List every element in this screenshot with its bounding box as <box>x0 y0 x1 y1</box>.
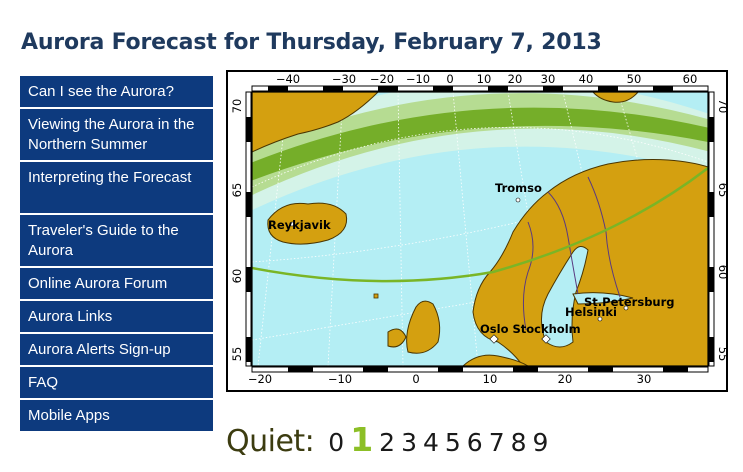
top-tick-label: 50 <box>627 72 642 86</box>
kp-level-3[interactable]: 3 <box>401 428 417 457</box>
map-inner-frame <box>251 91 709 367</box>
kp-level-8[interactable]: 8 <box>510 428 527 457</box>
ireland-land <box>387 328 407 348</box>
helsinki-marker <box>597 316 603 322</box>
kp-level-4[interactable]: 4 <box>422 428 439 457</box>
bottom-tick-label: −20 <box>248 372 272 386</box>
nav-faq[interactable]: FAQ <box>20 367 213 400</box>
greenland-land <box>252 92 379 153</box>
right-tick-label: 55 <box>716 347 726 362</box>
iceland-land <box>267 202 348 245</box>
left-tick-label: 65 <box>230 183 244 198</box>
nav-alerts-signup[interactable]: Aurora Alerts Sign-up <box>20 334 213 367</box>
left-tick-label: 60 <box>230 269 244 284</box>
kp-level-1-current[interactable]: 1 <box>350 420 374 459</box>
baltic-sea <box>541 246 589 348</box>
gulf-of-finland <box>572 292 634 305</box>
right-tick-label: 70 <box>716 99 726 114</box>
left-tick-label: 55 <box>230 347 244 362</box>
faroe-islands <box>373 293 379 299</box>
map-border-ticks <box>245 85 715 373</box>
bottom-tick-label: 10 <box>483 372 498 386</box>
bottom-tick-label: −10 <box>328 372 352 386</box>
kp-level-7[interactable]: 7 <box>488 428 505 457</box>
city-label-st-petersburg: St.Petersburg <box>584 295 675 309</box>
right-tick-label: 65 <box>716 183 726 198</box>
top-tick-label: −20 <box>370 72 394 86</box>
kp-level-5[interactable]: 5 <box>444 428 461 457</box>
aurora-forecast-map: −40 −30 −20 −10 0 10 20 30 40 50 60 −20 … <box>226 70 728 392</box>
city-label-reykjavik: Reykjavik <box>268 218 331 232</box>
nav-can-i-see-aurora[interactable]: Can I see the Aurora? <box>20 76 213 109</box>
reykjavik-marker <box>289 221 295 227</box>
stockholm-marker <box>541 334 551 344</box>
left-tick-label: 70 <box>230 99 244 114</box>
continental-europe-land <box>462 354 529 366</box>
bottom-tick-label: 30 <box>637 372 652 386</box>
city-label-oslo-stockholm: Oslo Stockholm <box>480 322 581 336</box>
kp-level-0[interactable]: 0 <box>328 428 345 457</box>
map-svg: −40 −30 −20 −10 0 10 20 30 40 50 60 −20 … <box>230 72 726 386</box>
top-tick-label: 40 <box>579 72 594 86</box>
aurora-core <box>252 107 708 181</box>
kp-activity-scale: Quiet: 0 1 2 3 4 5 6 7 8 9 <box>226 420 548 459</box>
city-label-helsinki: Helsinki <box>565 305 617 319</box>
bottom-tick-label: 20 <box>558 372 573 386</box>
svalbard-land <box>592 92 639 103</box>
nav-viewing-northern-summer[interactable]: Viewing the Aurora in the Northern Summe… <box>20 109 213 162</box>
nav-interpreting-forecast[interactable]: Interpreting the Forecast <box>20 162 213 215</box>
nav-aurora-links[interactable]: Aurora Links <box>20 301 213 334</box>
sidebar-nav: Can I see the Aurora? Viewing the Aurora… <box>20 76 213 433</box>
top-tick-label: −10 <box>406 72 430 86</box>
oslo-marker <box>489 334 499 344</box>
nav-travelers-guide[interactable]: Traveler's Guide to the Aurora <box>20 215 213 268</box>
top-tick-label: 20 <box>508 72 523 86</box>
nav-mobile-apps[interactable]: Mobile Apps <box>20 400 213 433</box>
top-tick-label: 30 <box>541 72 556 86</box>
kp-level-6[interactable]: 6 <box>466 428 483 457</box>
view-line <box>252 167 708 283</box>
bottom-tick-label: 0 <box>412 372 419 386</box>
british-isles-land <box>406 300 441 354</box>
top-tick-label: 10 <box>477 72 492 86</box>
tromso-marker <box>515 197 521 203</box>
st-petersburg-marker <box>623 305 629 311</box>
top-tick-label: 60 <box>683 72 698 86</box>
kp-level-2[interactable]: 2 <box>379 428 396 457</box>
right-tick-label: 60 <box>716 265 726 280</box>
activity-level-label: Quiet: <box>226 424 315 459</box>
country-borders <box>522 176 621 331</box>
top-tick-label: −30 <box>332 72 356 86</box>
nav-online-forum[interactable]: Online Aurora Forum <box>20 268 213 301</box>
kp-level-9[interactable]: 9 <box>532 428 549 457</box>
top-tick-label: −40 <box>276 72 300 86</box>
top-tick-label: 0 <box>446 72 453 86</box>
city-label-tromso: Tromso <box>495 181 542 195</box>
page-title: Aurora Forecast for Thursday, February 7… <box>21 30 602 55</box>
